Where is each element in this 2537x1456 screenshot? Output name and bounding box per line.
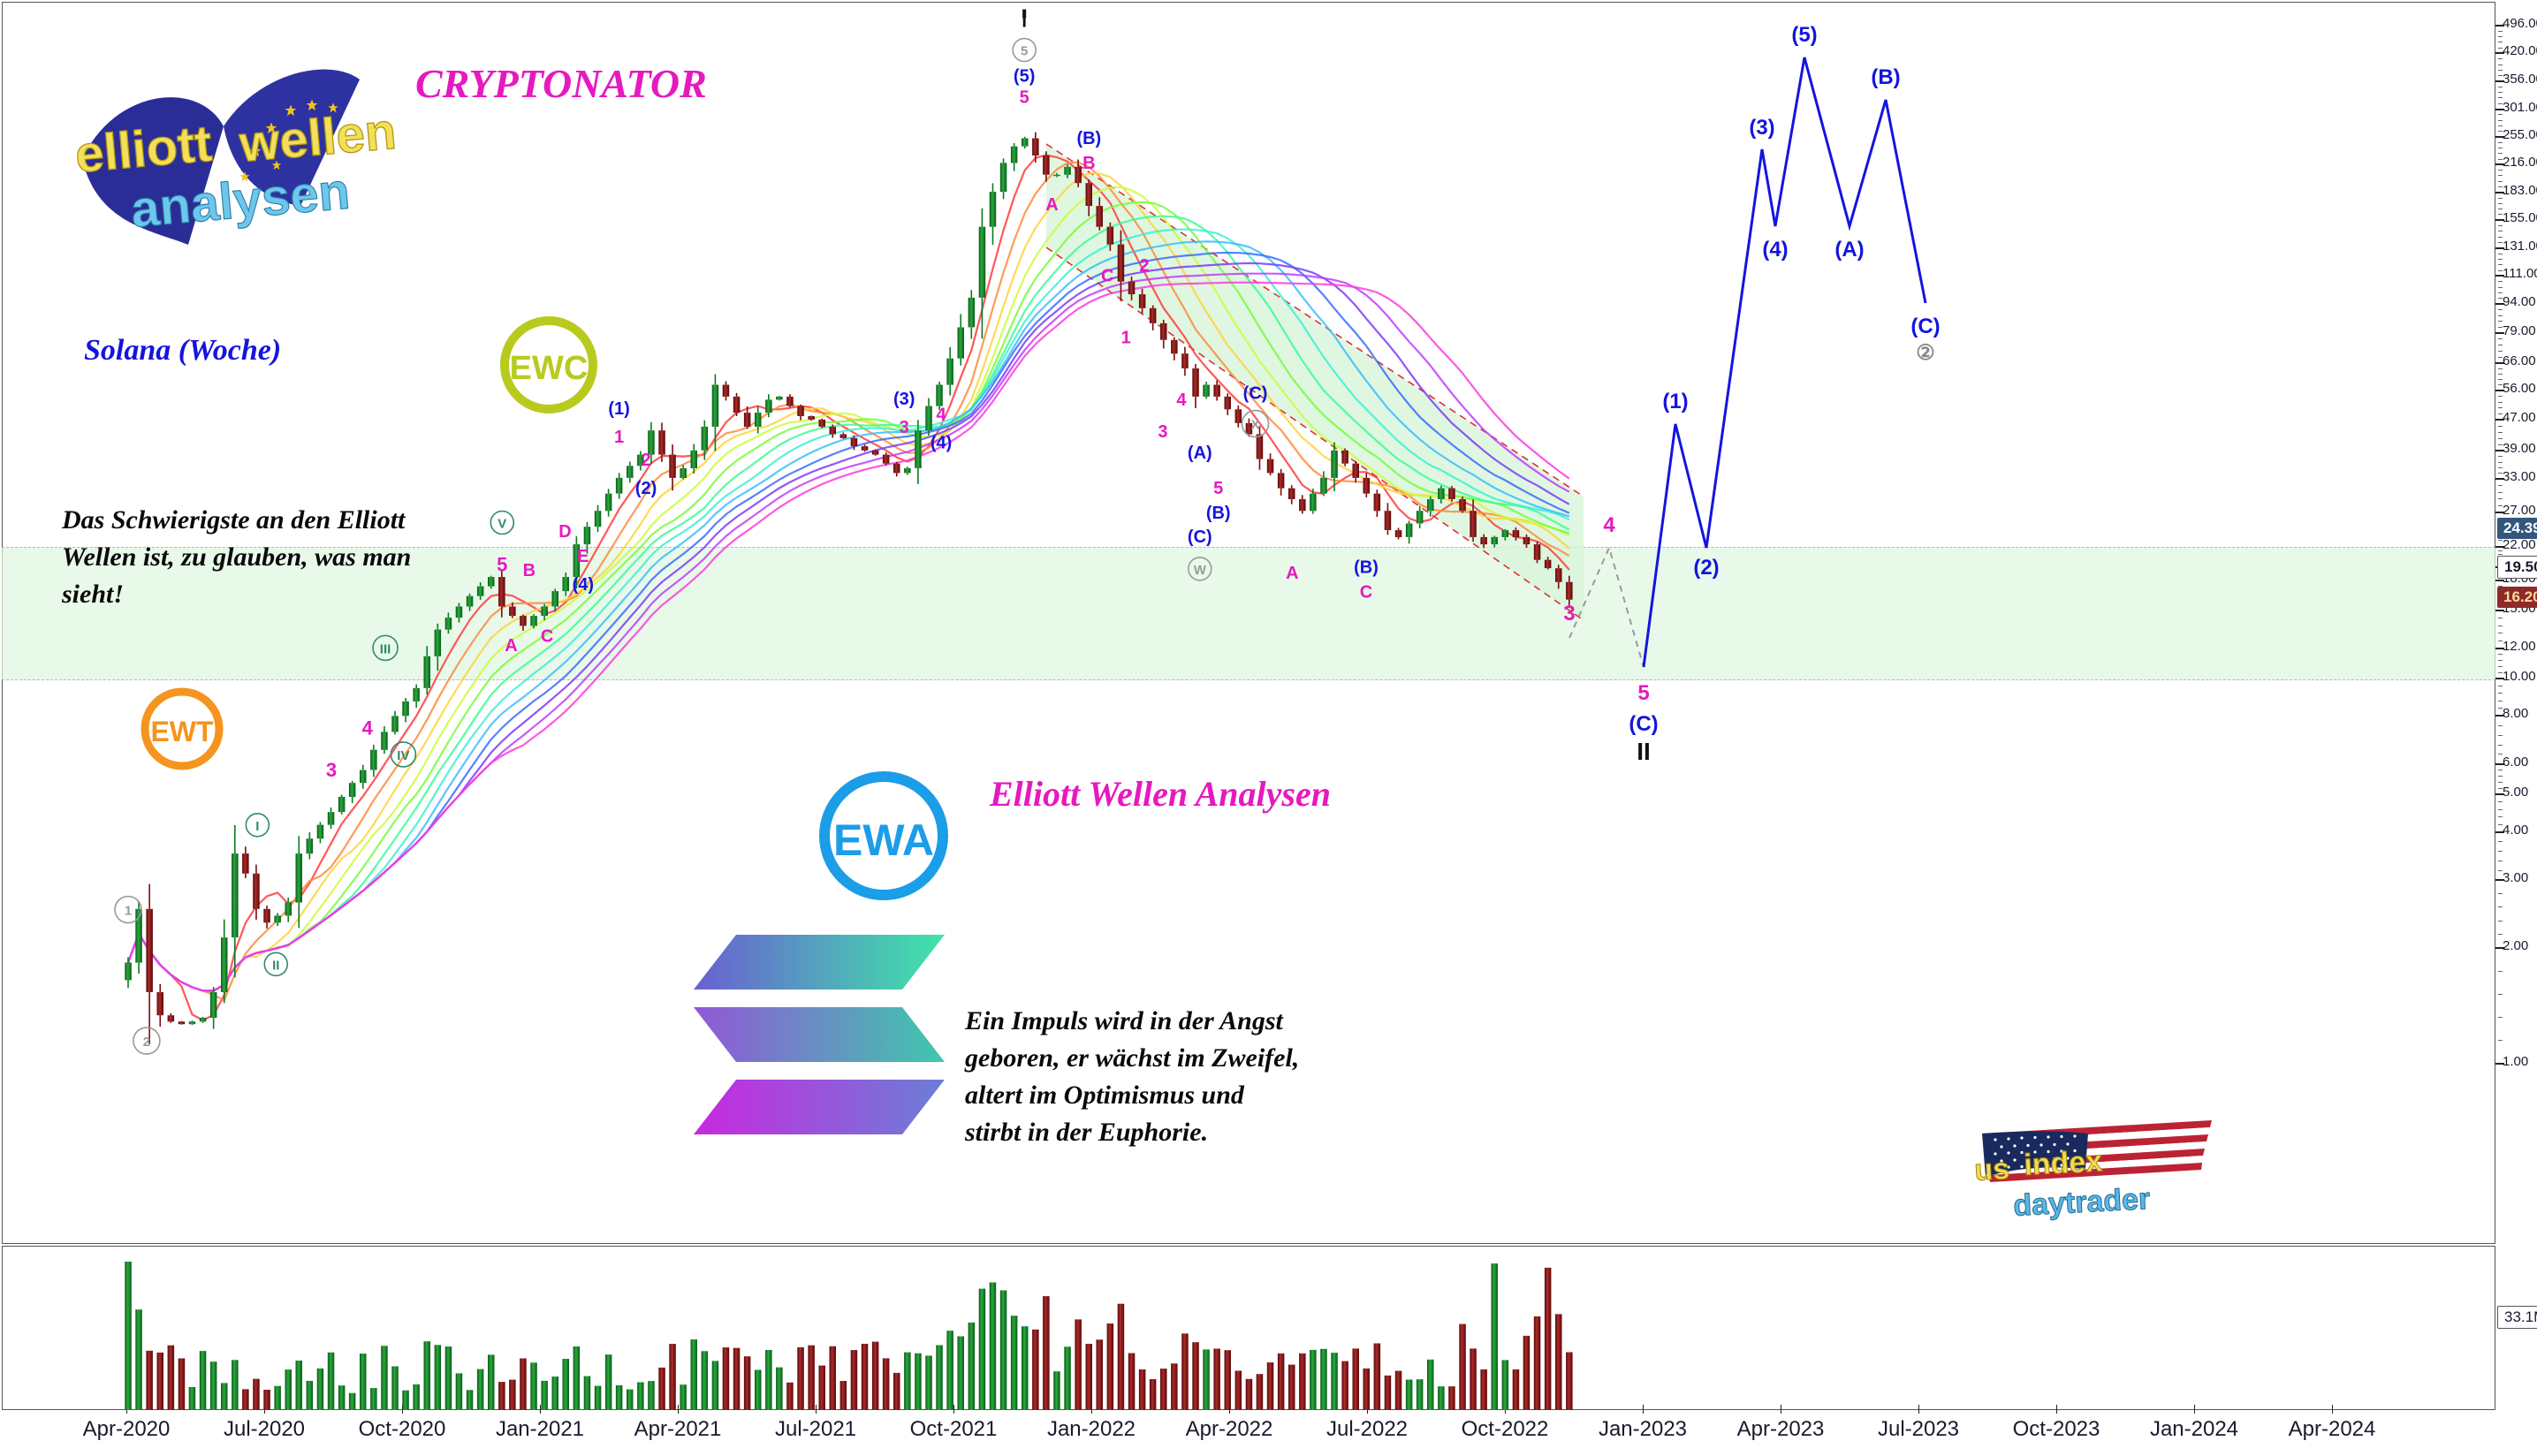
svg-text:(4): (4) bbox=[930, 434, 952, 453]
svg-text:E: E bbox=[577, 547, 589, 566]
svg-text:B: B bbox=[523, 561, 536, 580]
svg-text:B: B bbox=[1082, 154, 1095, 173]
svg-text:A: A bbox=[1286, 564, 1298, 583]
svg-text:(4): (4) bbox=[573, 575, 594, 595]
svg-text:3: 3 bbox=[900, 418, 909, 437]
svg-text:5: 5 bbox=[1020, 88, 1029, 108]
svg-text:4: 4 bbox=[362, 717, 374, 739]
svg-text:(3): (3) bbox=[893, 390, 915, 409]
svg-text:1: 1 bbox=[614, 428, 624, 447]
svg-text:(C): (C) bbox=[1629, 712, 1658, 736]
svg-text:4: 4 bbox=[1176, 391, 1187, 410]
svg-text:D: D bbox=[558, 522, 571, 542]
svg-text:II: II bbox=[272, 958, 279, 973]
svg-text:(2): (2) bbox=[1693, 556, 1719, 580]
svg-text:②: ② bbox=[1916, 341, 1935, 365]
svg-text:(A): (A) bbox=[1188, 444, 1212, 463]
svg-text:5: 5 bbox=[1213, 479, 1223, 498]
svg-text:(B): (B) bbox=[1206, 504, 1231, 523]
svg-text:C: C bbox=[1101, 267, 1113, 286]
svg-text:(A): (A) bbox=[1834, 238, 1864, 262]
svg-text:(4): (4) bbox=[1762, 238, 1788, 262]
svg-text:(3): (3) bbox=[1749, 116, 1774, 140]
svg-text:(C): (C) bbox=[1243, 384, 1268, 404]
svg-text:4: 4 bbox=[936, 406, 946, 425]
svg-text:(C): (C) bbox=[1910, 315, 1940, 338]
svg-text:A: A bbox=[505, 636, 517, 656]
svg-text:3: 3 bbox=[1563, 602, 1575, 626]
svg-text:X: X bbox=[1251, 418, 1260, 433]
svg-text:2: 2 bbox=[1140, 256, 1150, 276]
svg-text:2: 2 bbox=[641, 451, 650, 470]
svg-text:2: 2 bbox=[143, 1035, 150, 1050]
svg-text:3: 3 bbox=[1158, 422, 1167, 442]
svg-text:(B): (B) bbox=[1076, 129, 1101, 148]
svg-text:(1): (1) bbox=[1662, 390, 1688, 413]
svg-text:I: I bbox=[255, 819, 259, 834]
svg-text:(5): (5) bbox=[1791, 23, 1817, 47]
svg-text:C: C bbox=[1360, 583, 1372, 603]
svg-text:1: 1 bbox=[1121, 329, 1131, 348]
svg-text:(B): (B) bbox=[1871, 65, 1900, 89]
svg-text:C: C bbox=[541, 627, 553, 647]
svg-text:3: 3 bbox=[326, 759, 337, 781]
svg-text:(B): (B) bbox=[1354, 558, 1379, 578]
svg-text:(C): (C) bbox=[1188, 527, 1212, 547]
svg-text:5: 5 bbox=[1637, 681, 1649, 705]
svg-text:1: 1 bbox=[125, 904, 132, 919]
svg-text:A: A bbox=[1045, 195, 1058, 215]
svg-text:(1): (1) bbox=[608, 399, 629, 419]
svg-text:5: 5 bbox=[1021, 44, 1028, 59]
svg-text:(2): (2) bbox=[635, 479, 657, 498]
svg-text:5: 5 bbox=[497, 554, 507, 576]
svg-text:III: III bbox=[380, 641, 391, 656]
svg-text:W: W bbox=[1194, 563, 1207, 578]
svg-text:4: 4 bbox=[1603, 513, 1615, 537]
svg-text:II: II bbox=[1637, 738, 1651, 765]
svg-text:IV: IV bbox=[397, 748, 409, 763]
svg-text:V: V bbox=[498, 517, 506, 532]
svg-text:(5): (5) bbox=[1014, 67, 1035, 87]
